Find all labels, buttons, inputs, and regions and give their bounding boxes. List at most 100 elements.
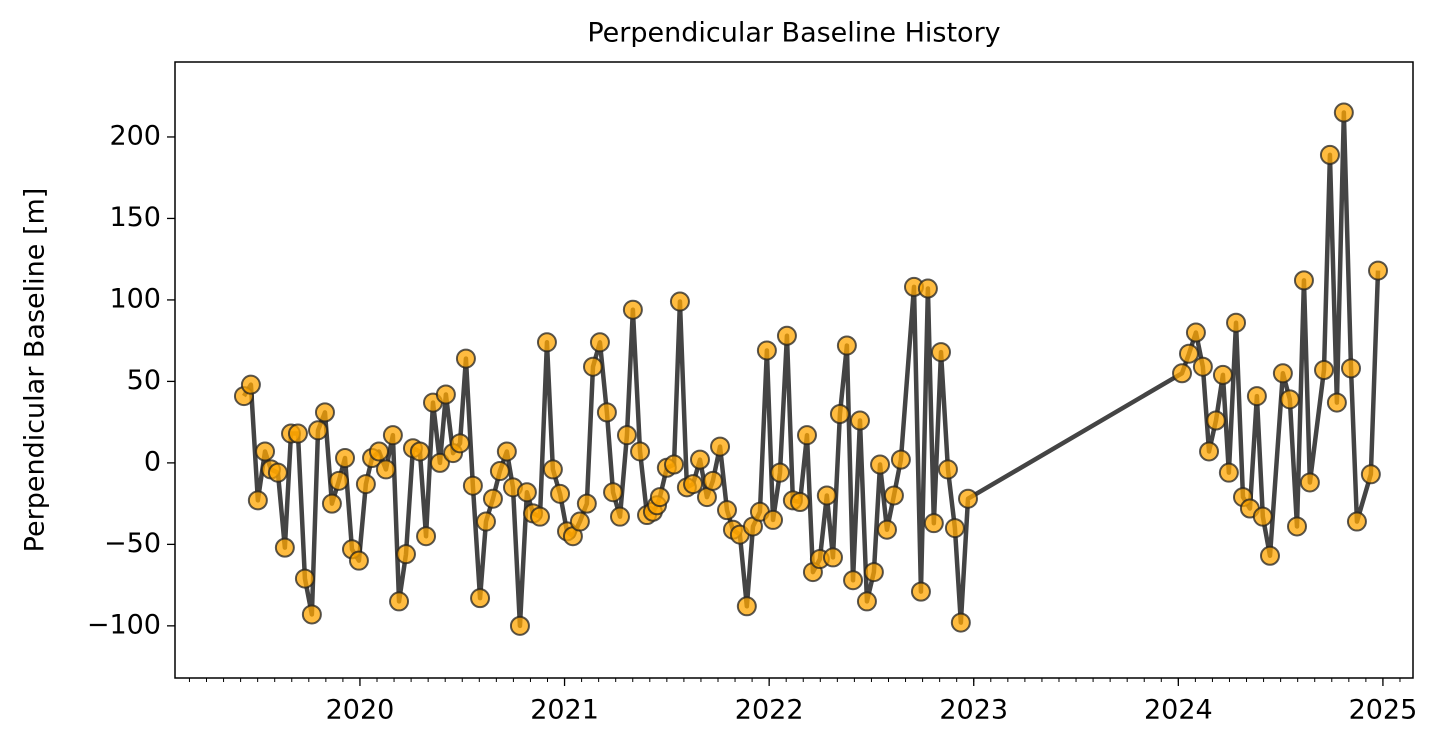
data-point	[1259, 545, 1280, 566]
y-tick-label: −50	[104, 528, 161, 559]
data-point	[247, 490, 268, 511]
data-point	[870, 454, 891, 475]
x-tick-label: 2021	[530, 695, 599, 726]
data-point	[669, 291, 690, 312]
data-point	[917, 278, 938, 299]
data-point	[796, 425, 817, 446]
data-point	[1293, 270, 1314, 291]
data-point	[763, 509, 784, 530]
data-point	[1252, 506, 1273, 527]
data-point	[409, 441, 430, 462]
y-tick-label: 100	[109, 283, 161, 314]
data-point	[710, 436, 731, 457]
data-point	[1286, 516, 1307, 537]
data-point	[368, 441, 389, 462]
data-point	[769, 462, 790, 483]
data-point	[1192, 356, 1213, 377]
data-point	[509, 615, 530, 636]
y-tick-label: 200	[109, 120, 161, 151]
data-point	[382, 425, 403, 446]
data-point	[863, 562, 884, 583]
y-tick-label: 50	[127, 365, 161, 396]
data-point	[716, 500, 737, 521]
data-point	[849, 410, 870, 431]
x-tick-label: 2022	[735, 695, 804, 726]
data-point	[482, 488, 503, 509]
data-point	[455, 348, 476, 369]
data-point	[328, 470, 349, 491]
y-axis-label: Perpendicular Baseline [m]	[20, 188, 51, 553]
data-point	[576, 493, 597, 514]
plot-frame	[174, 61, 1414, 679]
data-point	[1360, 464, 1381, 485]
data-point	[1319, 144, 1340, 165]
data-point	[689, 449, 710, 470]
data-point	[776, 325, 797, 346]
data-point	[255, 441, 276, 462]
data-point	[702, 470, 723, 491]
data-point	[470, 588, 491, 609]
data-point	[1172, 363, 1193, 384]
data-point	[603, 482, 624, 503]
data-point	[462, 475, 483, 496]
data-point	[1346, 511, 1367, 532]
data-point	[664, 454, 685, 475]
data-point	[843, 570, 864, 591]
data-point	[449, 433, 470, 454]
data-point	[1226, 312, 1247, 333]
data-point	[375, 459, 396, 480]
data-point	[335, 448, 356, 468]
data-point	[609, 506, 630, 527]
data-point	[622, 299, 643, 320]
x-tick-label: 2020	[326, 695, 395, 726]
data-point	[1218, 462, 1239, 483]
data-point	[816, 485, 837, 506]
data-point	[536, 332, 557, 353]
data-point	[596, 402, 617, 423]
data-point	[630, 441, 651, 462]
data-point	[829, 404, 850, 424]
x-tick-label: 2024	[1144, 695, 1213, 726]
data-point	[240, 374, 261, 395]
data-point	[308, 420, 329, 441]
data-point	[1279, 389, 1300, 410]
data-point	[1299, 472, 1320, 493]
data-point	[301, 604, 322, 625]
data-point	[1341, 358, 1362, 379]
data-point	[496, 441, 517, 462]
data-point	[876, 519, 897, 540]
data-point	[958, 488, 979, 509]
data-point	[1333, 102, 1354, 123]
data-point	[489, 461, 510, 482]
y-tick-label: −100	[87, 609, 161, 640]
data-point	[416, 526, 437, 547]
data-point	[542, 459, 563, 480]
data-point	[950, 612, 971, 633]
x-tick-label: 2023	[939, 695, 1008, 726]
data-point	[550, 483, 571, 504]
data-point	[435, 384, 456, 405]
data-point	[923, 513, 944, 534]
data-point	[790, 492, 811, 512]
data-point	[616, 425, 637, 446]
data-point	[516, 482, 537, 503]
data-point	[287, 423, 308, 444]
chart-title: Perpendicular Baseline History	[587, 18, 1000, 49]
data-point	[294, 568, 315, 589]
data-point	[736, 596, 757, 617]
data-point	[944, 518, 965, 539]
data-point	[696, 487, 717, 508]
y-tick-label: 150	[109, 202, 161, 233]
data-point	[1199, 441, 1220, 462]
data-point	[589, 332, 610, 353]
data-point	[931, 342, 952, 363]
data-point	[1246, 386, 1267, 407]
data-point	[756, 340, 777, 361]
data-point	[1272, 363, 1293, 384]
data-point	[937, 459, 958, 480]
x-tick-label: 2025	[1349, 695, 1418, 726]
data-point	[649, 487, 670, 508]
data-point	[267, 462, 288, 483]
data-point	[1212, 364, 1233, 385]
